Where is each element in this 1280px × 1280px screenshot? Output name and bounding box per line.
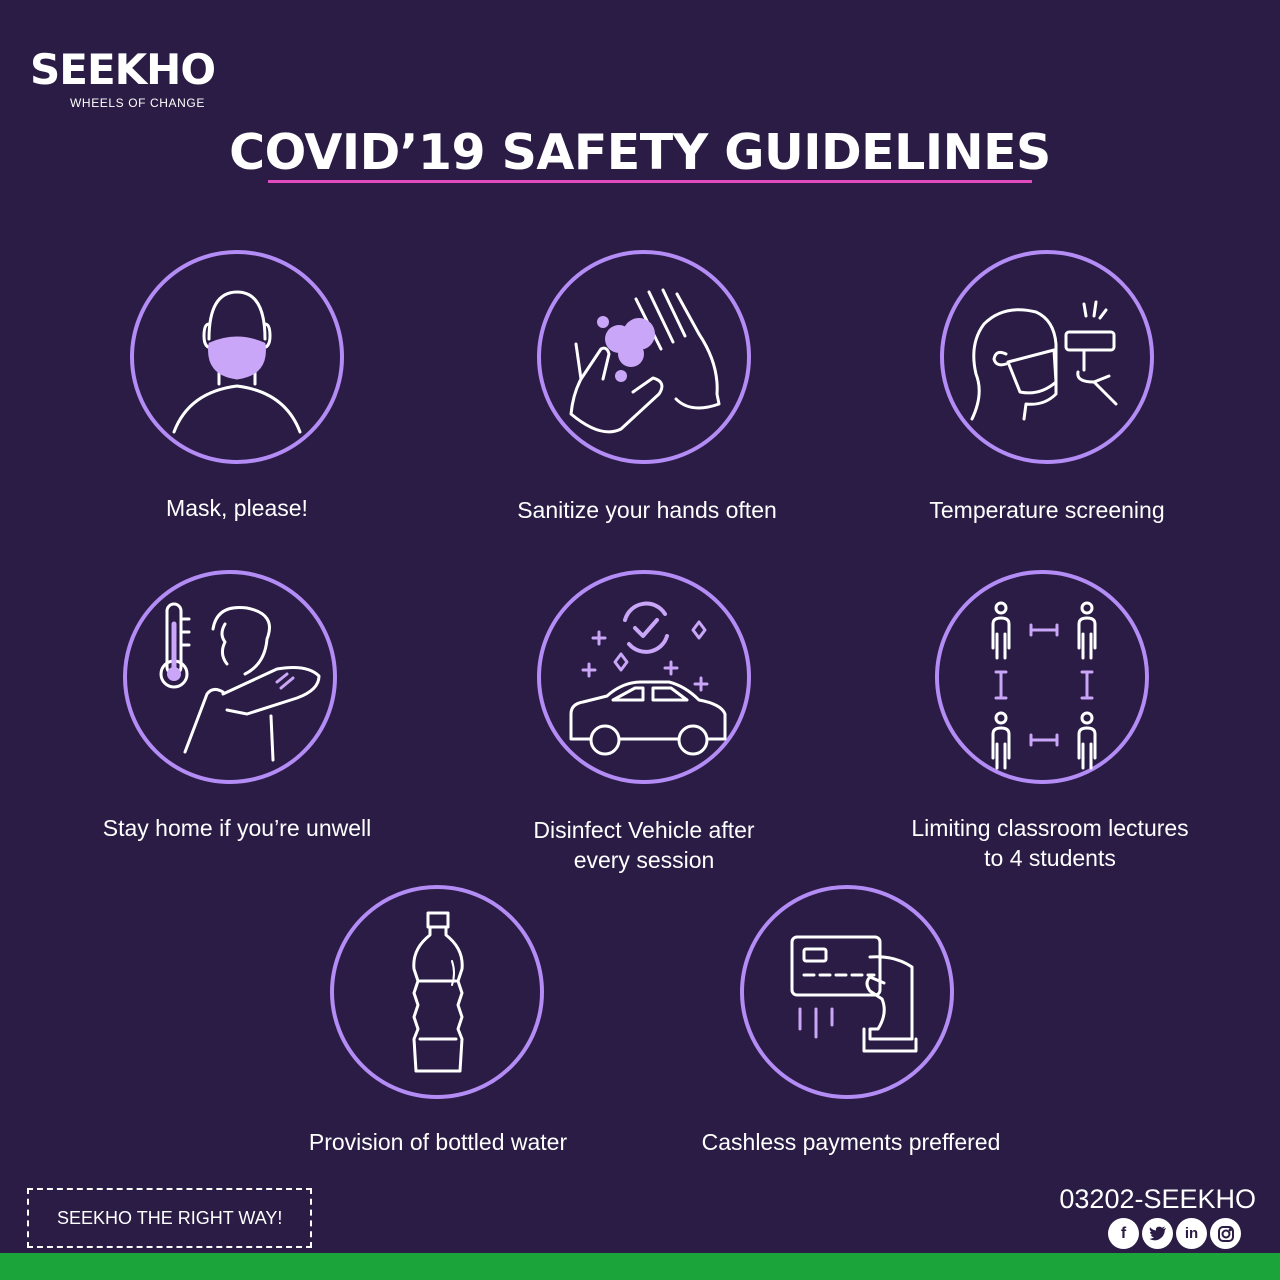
guideline-caption: Cashless payments preffered xyxy=(701,1129,1001,1155)
title-underline xyxy=(268,180,1032,183)
guideline-caption: Limiting classroom lectures to 4 student… xyxy=(911,815,1189,871)
brand-logo: SEEKHO WHEELS OF CHANGE xyxy=(30,45,230,111)
guideline-caption: Disinfect Vehicle after every session xyxy=(533,817,755,873)
brand-name: SEEKHO xyxy=(30,45,216,94)
social-links: f in xyxy=(1108,1218,1241,1249)
temperature-screening-icon xyxy=(940,250,1154,464)
disinfect-car-icon xyxy=(537,570,751,784)
guideline-caption: Mask, please! xyxy=(166,495,308,521)
guideline-caption: Sanitize your hands often xyxy=(517,497,777,523)
sick-cough-icon xyxy=(123,570,337,784)
linkedin-icon[interactable]: in xyxy=(1176,1218,1207,1249)
water-bottle-icon xyxy=(330,885,544,1099)
hand-sanitize-icon xyxy=(537,250,751,464)
guideline-caption: Provision of bottled water xyxy=(308,1129,568,1155)
face-mask-icon xyxy=(130,250,344,464)
slogan-text: SEEKHO THE RIGHT WAY! xyxy=(57,1207,283,1228)
facebook-icon[interactable]: f xyxy=(1108,1218,1139,1249)
social-distance-icon xyxy=(935,570,1149,784)
guideline-caption: Temperature screening xyxy=(929,497,1165,523)
twitter-icon[interactable] xyxy=(1142,1218,1173,1249)
guideline-caption: Stay home if you’re unwell xyxy=(102,815,372,841)
brand-tagline: WHEELS OF CHANGE xyxy=(70,96,205,110)
card-payment-icon xyxy=(740,885,954,1099)
phone-number[interactable]: 03202-SEEKHO xyxy=(1059,1184,1256,1214)
footer-bar xyxy=(0,1253,1280,1280)
page-title: COVID’19 SAFETY GUIDELINES xyxy=(229,124,1051,181)
instagram-icon[interactable] xyxy=(1210,1218,1241,1249)
slogan-box: SEEKHO THE RIGHT WAY! xyxy=(27,1188,312,1248)
